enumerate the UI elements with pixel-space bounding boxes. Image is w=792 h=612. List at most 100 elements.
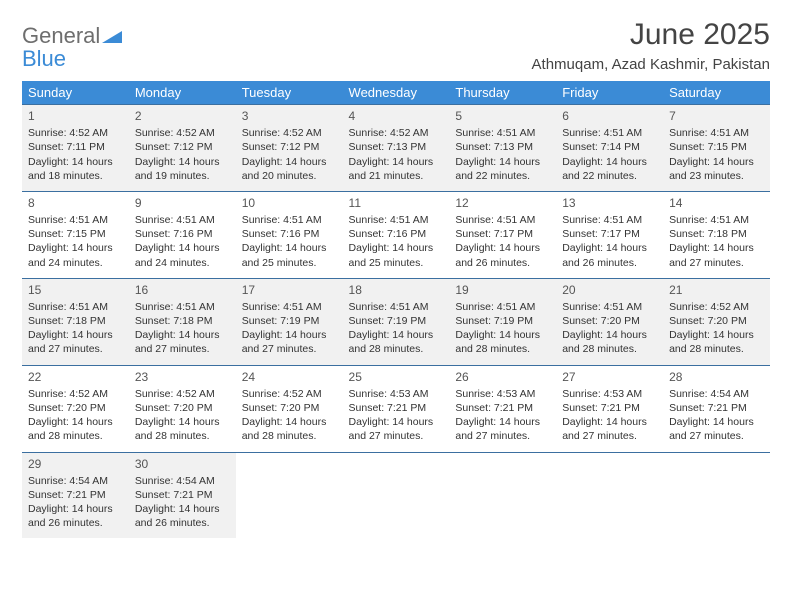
sunrise-text: Sunrise: 4:51 AM	[242, 300, 337, 314]
daylight-text: Daylight: 14 hours	[349, 328, 444, 342]
day-cell: 5Sunrise: 4:51 AMSunset: 7:13 PMDaylight…	[449, 105, 556, 192]
day-number: 2	[135, 108, 230, 124]
day-cell: 8 Sunrise: 4:51 AMSunset: 7:15 PMDaylight…	[22, 191, 129, 278]
day-number: 21	[669, 282, 764, 298]
sunset-text: Sunset: 7:20 PM	[669, 314, 764, 328]
day-number: 17	[242, 282, 337, 298]
sunrise-text: Sunrise: 4:51 AM	[135, 300, 230, 314]
sunrise-text: Sunrise: 4:51 AM	[562, 126, 657, 140]
sunset-text: Sunset: 7:15 PM	[28, 227, 123, 241]
day-number: 18	[349, 282, 444, 298]
daylight-text: and 22 minutes.	[455, 169, 550, 183]
daylight-text: Daylight: 14 hours	[562, 328, 657, 342]
day-cell: 11Sunrise: 4:51 AMSunset: 7:16 PMDayligh…	[343, 191, 450, 278]
day-cell: 26Sunrise: 4:53 AMSunset: 7:21 PMDayligh…	[449, 365, 556, 452]
day-cell: 12Sunrise: 4:51 AMSunset: 7:17 PMDayligh…	[449, 191, 556, 278]
day-header: Sunday	[22, 81, 129, 105]
day-cell: 15Sunrise: 4:51 AMSunset: 7:18 PMDayligh…	[22, 278, 129, 365]
day-number: 19	[455, 282, 550, 298]
calendar-header-row: SundayMondayTuesdayWednesdayThursdayFrid…	[22, 81, 770, 105]
sunset-text: Sunset: 7:20 PM	[28, 401, 123, 415]
calendar-week-row: 22Sunrise: 4:52 AMSunset: 7:20 PMDayligh…	[22, 365, 770, 452]
empty-cell	[236, 452, 343, 538]
day-number: 16	[135, 282, 230, 298]
sunset-text: Sunset: 7:21 PM	[669, 401, 764, 415]
day-cell: 1Sunrise: 4:52 AMSunset: 7:11 PMDaylight…	[22, 105, 129, 192]
daylight-text: and 28 minutes.	[135, 429, 230, 443]
sunset-text: Sunset: 7:20 PM	[562, 314, 657, 328]
daylight-text: and 28 minutes.	[349, 342, 444, 356]
sunset-text: Sunset: 7:21 PM	[455, 401, 550, 415]
daylight-text: and 28 minutes.	[562, 342, 657, 356]
empty-cell	[449, 452, 556, 538]
sunrise-text: Sunrise: 4:54 AM	[669, 387, 764, 401]
sunrise-text: Sunrise: 4:51 AM	[562, 213, 657, 227]
sunrise-text: Sunrise: 4:51 AM	[455, 213, 550, 227]
sunrise-text: Sunrise: 4:52 AM	[135, 126, 230, 140]
sunrise-text: Sunrise: 4:51 AM	[455, 126, 550, 140]
day-cell: 21Sunrise: 4:52 AMSunset: 7:20 PMDayligh…	[663, 278, 770, 365]
day-cell: 20 Sunrise: 4:51 AMSunset: 7:20 PMDayligh…	[556, 278, 663, 365]
sunrise-text: Sunrise: 4:51 AM	[349, 300, 444, 314]
sunset-text: Sunset: 7:15 PM	[669, 140, 764, 154]
day-cell: 22Sunrise: 4:52 AMSunset: 7:20 PMDayligh…	[22, 365, 129, 452]
day-number: 1	[28, 108, 123, 124]
calendar-week-row: 29Sunrise: 4:54 AMSunset: 7:21 PMDayligh…	[22, 452, 770, 538]
sunset-text: Sunset: 7:21 PM	[28, 488, 123, 502]
daylight-text: and 21 minutes.	[349, 169, 444, 183]
daylight-text: Daylight: 14 hours	[349, 415, 444, 429]
day-cell: 9Sunrise: 4:51 AMSunset: 7:16 PMDaylight…	[129, 191, 236, 278]
day-number: 25	[349, 369, 444, 385]
daylight-text: Daylight: 14 hours	[562, 241, 657, 255]
daylight-text: and 28 minutes.	[669, 342, 764, 356]
daylight-text: and 26 minutes.	[135, 516, 230, 530]
day-number: 11	[349, 195, 444, 211]
day-cell: 23Sunrise: 4:52 AMSunset: 7:20 PMDayligh…	[129, 365, 236, 452]
month-title: June 2025	[532, 18, 770, 52]
sunset-text: Sunset: 7:13 PM	[455, 140, 550, 154]
daylight-text: and 25 minutes.	[242, 256, 337, 270]
sunset-text: Sunset: 7:16 PM	[349, 227, 444, 241]
calendar-week-row: 15Sunrise: 4:51 AMSunset: 7:18 PMDayligh…	[22, 278, 770, 365]
day-number: 8	[28, 195, 123, 211]
daylight-text: Daylight: 14 hours	[349, 155, 444, 169]
sunset-text: Sunset: 7:17 PM	[562, 227, 657, 241]
daylight-text: Daylight: 14 hours	[28, 241, 123, 255]
daylight-text: and 25 minutes.	[349, 256, 444, 270]
logo-text-top: General	[22, 23, 100, 48]
day-number: 27	[562, 369, 657, 385]
sunrise-text: Sunrise: 4:52 AM	[135, 387, 230, 401]
daylight-text: Daylight: 14 hours	[242, 415, 337, 429]
sunrise-text: Sunrise: 4:51 AM	[28, 213, 123, 227]
daylight-text: Daylight: 14 hours	[562, 155, 657, 169]
day-number: 30	[135, 456, 230, 472]
sunrise-text: Sunrise: 4:53 AM	[349, 387, 444, 401]
daylight-text: Daylight: 14 hours	[28, 328, 123, 342]
day-number: 5	[455, 108, 550, 124]
logo: General Blue	[22, 24, 122, 70]
day-cell: 24Sunrise: 4:52 AMSunset: 7:20 PMDayligh…	[236, 365, 343, 452]
day-number: 20	[562, 282, 657, 298]
sunrise-text: Sunrise: 4:51 AM	[562, 300, 657, 314]
sunrise-text: Sunrise: 4:52 AM	[28, 387, 123, 401]
day-cell: 2Sunrise: 4:52 AMSunset: 7:12 PMDaylight…	[129, 105, 236, 192]
day-cell: 16Sunrise: 4:51 AMSunset: 7:18 PMDayligh…	[129, 278, 236, 365]
sunrise-text: Sunrise: 4:52 AM	[242, 387, 337, 401]
sunrise-text: Sunrise: 4:51 AM	[135, 213, 230, 227]
sunset-text: Sunset: 7:21 PM	[135, 488, 230, 502]
daylight-text: and 27 minutes.	[135, 342, 230, 356]
day-header: Saturday	[663, 81, 770, 105]
sunrise-text: Sunrise: 4:53 AM	[562, 387, 657, 401]
calendar-week-row: 8Sunrise: 4:51 AMSunset: 7:15 PMDaylight…	[22, 191, 770, 278]
day-number: 12	[455, 195, 550, 211]
daylight-text: Daylight: 14 hours	[135, 502, 230, 516]
daylight-text: and 18 minutes.	[28, 169, 123, 183]
daylight-text: Daylight: 14 hours	[669, 155, 764, 169]
day-cell: 4Sunrise: 4:52 AMSunset: 7:13 PMDaylight…	[343, 105, 450, 192]
daylight-text: and 22 minutes.	[562, 169, 657, 183]
daylight-text: Daylight: 14 hours	[669, 328, 764, 342]
daylight-text: and 19 minutes.	[135, 169, 230, 183]
day-header: Tuesday	[236, 81, 343, 105]
empty-cell	[343, 452, 450, 538]
day-header: Friday	[556, 81, 663, 105]
